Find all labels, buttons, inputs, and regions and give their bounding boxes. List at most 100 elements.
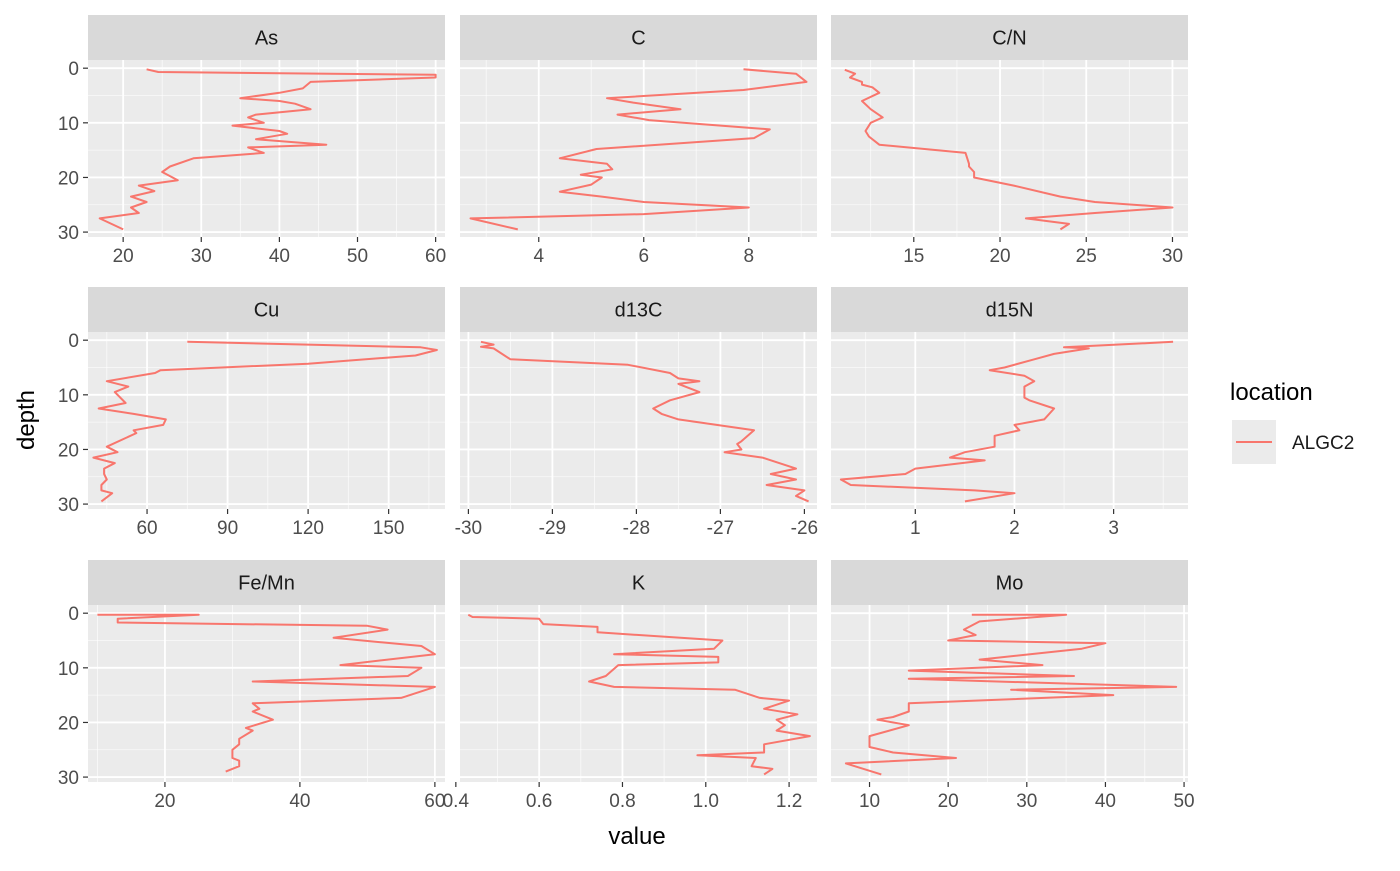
facet-panel-mo: Mo 10 20 30 40 50	[831, 560, 1195, 812]
facet-strip	[831, 560, 1188, 605]
legend-label: ALGC2	[1292, 433, 1354, 454]
y-tick-label: 30	[58, 223, 79, 244]
series-line-algc2	[469, 68, 808, 231]
x-tick-label: 40	[269, 246, 290, 267]
x-tick-label: 90	[217, 518, 238, 539]
x-tick-label: 30	[191, 246, 212, 267]
facet-strip	[831, 15, 1188, 60]
x-tick-label: 8	[743, 246, 754, 267]
x-tick-label: 0.6	[526, 791, 552, 812]
x-tick-label: -30	[455, 518, 482, 539]
facet-strip-label: d15N	[986, 300, 1034, 322]
x-tick-label: 20	[154, 791, 175, 812]
x-tick-label: 25	[1076, 246, 1097, 267]
x-tick-label: -28	[623, 518, 650, 539]
x-tick-label: 120	[292, 518, 324, 539]
x-tick-label: -27	[707, 518, 734, 539]
x-tick-label: 60	[136, 518, 157, 539]
x-tick-label: 0.8	[609, 791, 635, 812]
y-tick-label: 20	[58, 440, 79, 461]
y-tick-label: 0	[68, 59, 79, 80]
y-tick-label: 10	[58, 659, 79, 680]
panel-background	[831, 332, 1188, 509]
facet-panel-c-n: C/N 15 20 25 30	[831, 15, 1188, 267]
x-tick-label: -26	[791, 518, 818, 539]
panel-background	[831, 60, 1188, 237]
facet-strip-label: d13C	[615, 300, 663, 322]
facet-panel-c: C 4 6 8	[460, 15, 817, 267]
legend: location ALGC2	[1230, 379, 1354, 464]
x-tick-label: -29	[539, 518, 566, 539]
y-tick-label: 30	[58, 495, 79, 516]
series-line-algc2	[98, 68, 437, 231]
series-line-algc2	[480, 340, 810, 503]
facet-strip	[88, 15, 445, 60]
facet-strip	[460, 15, 817, 60]
x-tick-label: 60	[424, 791, 445, 812]
facet-panel-d15n: d15N 1 2 3	[831, 287, 1188, 539]
y-tick-label: 30	[58, 768, 79, 789]
x-tick-label: 150	[373, 518, 405, 539]
x-tick-label: 40	[1095, 791, 1116, 812]
facet-strip-label: K	[632, 573, 646, 595]
panel-background	[460, 332, 817, 509]
x-tick-label: 50	[1173, 791, 1194, 812]
series-line-algc2	[844, 68, 1174, 231]
x-tick-label: 50	[347, 246, 368, 267]
panel-background	[460, 605, 817, 782]
facet-strip	[460, 287, 817, 332]
x-tick-label: 30	[1016, 791, 1037, 812]
facet-strip-label: Fe/Mn	[238, 573, 295, 595]
series-line-algc2	[844, 613, 1178, 776]
facet-panel-fe-mn: Fe/Mn 20 40 60 0 10 20 30	[58, 560, 445, 812]
facet-panel-as: As 20 30 40 50 60 0 10 20 30	[58, 15, 446, 267]
x-tick-label: 20	[113, 246, 134, 267]
x-tick-label: 2	[1009, 518, 1020, 539]
x-tick-label: 1.0	[693, 791, 719, 812]
facet-strip-label: C/N	[992, 28, 1026, 50]
x-tick-label: 20	[989, 246, 1010, 267]
facet-strip	[831, 287, 1188, 332]
panel-background	[88, 605, 445, 782]
x-tick-label: 1.2	[776, 791, 802, 812]
y-tick-label: 10	[58, 386, 79, 407]
facet-strip	[88, 287, 445, 332]
facet-strip-label: As	[255, 28, 278, 50]
y-tick-label: 20	[58, 713, 79, 734]
y-tick-label: 0	[68, 604, 79, 625]
series-line-algc2	[839, 340, 1174, 503]
series-line-algc2	[467, 613, 811, 776]
series-line-algc2	[97, 613, 436, 773]
facet-strip-label: Mo	[996, 573, 1024, 595]
x-tick-label: 15	[903, 246, 924, 267]
panel-background	[88, 60, 445, 237]
x-tick-label: 4	[533, 246, 544, 267]
facet-panel-k: K 0.4 0.6 0.8 1.0 1.2	[443, 560, 817, 812]
facet-strip-label: C	[631, 28, 645, 50]
facet-panel-d13c: d13C -30 -29 -28 -27 -26	[455, 287, 818, 539]
x-axis-title: value	[608, 823, 665, 850]
panel-background	[88, 332, 445, 509]
facet-strip	[460, 560, 817, 605]
x-tick-label: 60	[425, 246, 446, 267]
facet-panel-cu: Cu 60 90 120 150 0 10 20 30	[58, 287, 445, 539]
x-tick-label: 3	[1108, 518, 1119, 539]
series-line-algc2	[92, 340, 438, 503]
panel-background	[831, 605, 1188, 782]
legend-title: location	[1230, 379, 1313, 406]
y-tick-label: 20	[58, 168, 79, 189]
x-tick-label: 30	[1162, 246, 1183, 267]
y-axis-title: depth	[13, 390, 40, 450]
x-tick-label: 0.4	[443, 791, 470, 812]
panel-background	[460, 60, 817, 237]
x-tick-label: 6	[638, 246, 649, 267]
x-tick-label: 10	[859, 791, 880, 812]
y-tick-label: 10	[58, 114, 79, 135]
facet-strip	[88, 560, 445, 605]
x-tick-label: 1	[910, 518, 921, 539]
x-tick-label: 40	[289, 791, 310, 812]
facet-strip-label: Cu	[254, 300, 280, 322]
y-tick-label: 0	[68, 331, 79, 352]
